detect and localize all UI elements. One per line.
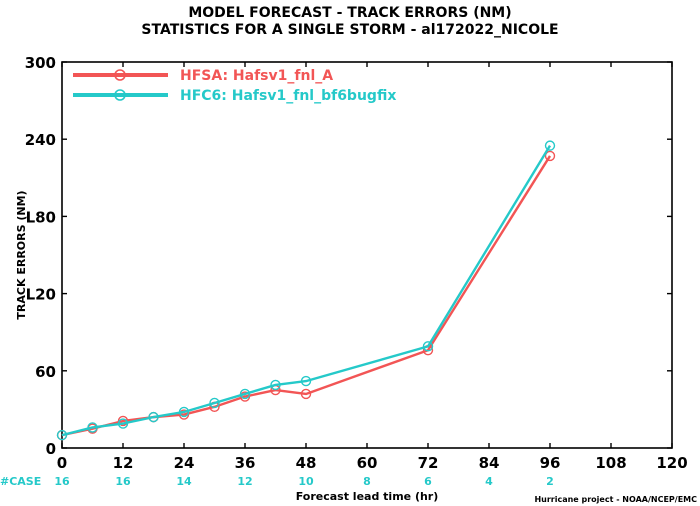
case-count: 16 <box>115 475 131 488</box>
legend: HFSA: Hafsv1_fnl_A HFC6: Hafsv1_fnl_bf6b… <box>73 68 396 104</box>
x-tick-label: 48 <box>296 454 317 472</box>
case-count: 8 <box>363 475 371 488</box>
chart-title: MODEL FORECAST - TRACK ERRORS (NM) <box>188 5 511 21</box>
y-tick-label: L20 <box>26 286 56 304</box>
y-tick-label: 0 <box>46 440 56 458</box>
x-tick-label: 24 <box>174 454 195 472</box>
data-point <box>544 140 556 151</box>
case-label: #CASE <box>0 475 41 488</box>
case-count: 12 <box>237 475 252 488</box>
x-tick-label: 96 <box>540 454 561 472</box>
data-point <box>87 422 98 433</box>
data-point <box>422 341 434 352</box>
axis-ticks <box>61 61 673 449</box>
x-tick-label: 72 <box>418 454 439 472</box>
data-point <box>117 418 129 429</box>
legend-marker-hfsa <box>114 69 126 81</box>
chart-subtitle: STATISTICS FOR A SINGLE STORM - al172022… <box>141 22 558 38</box>
legend-label-hfc6: HFC6: Hafsv1_fnl_bf6bugfix <box>180 88 396 104</box>
data-point <box>148 411 159 423</box>
x-tick-label: 120 <box>656 454 687 472</box>
data-point <box>209 397 220 409</box>
case-count: 2 <box>546 475 554 488</box>
series-line-1 <box>61 145 552 437</box>
case-count: 6 <box>424 475 432 488</box>
legend-label-hfsa: HFSA: Hafsv1_fnl_A <box>180 68 333 84</box>
case-count: 16 <box>54 475 70 488</box>
case-count: 10 <box>298 475 314 488</box>
data-point <box>56 429 68 441</box>
series-line-0 <box>61 155 552 437</box>
credit-text: Hurricane project - NOAA/NCEP/EMC <box>534 495 697 504</box>
x-tick-label: 60 <box>357 454 378 472</box>
data-point <box>544 150 556 162</box>
legend-marker-hfc6 <box>114 89 126 101</box>
x-tick-label: 12 <box>113 454 134 472</box>
x-tick-labels: 0 12 24 36 48 60 72 84 96 108 120 <box>57 454 688 472</box>
x-tick-label: 36 <box>235 454 256 472</box>
y-tick-label: 240 <box>25 131 56 149</box>
plot-frame <box>61 61 673 449</box>
data-point <box>270 379 281 391</box>
case-count: 14 <box>176 475 192 488</box>
data-point <box>239 388 251 400</box>
y-tick-label: 60 <box>35 363 56 381</box>
case-counts: 16 16 14 12 10 8 6 4 2 <box>54 475 553 488</box>
y-axis-title: TRACK ERRORS (NM) <box>15 190 28 319</box>
x-axis-title: Forecast lead time (hr) <box>296 490 439 503</box>
y-tick-label: L80 <box>26 208 56 226</box>
data-point <box>178 406 190 418</box>
y-tick-label: 300 <box>25 54 56 72</box>
data-point <box>300 375 312 387</box>
data-point <box>300 388 312 400</box>
series-layer <box>56 140 556 441</box>
y-tick-labels: 0 60 L20 L80 240 300 <box>25 54 56 458</box>
case-count: 4 <box>485 475 493 488</box>
x-tick-label: 0 <box>57 454 67 472</box>
x-tick-label: 108 <box>595 454 626 472</box>
x-tick-label: 84 <box>479 454 500 472</box>
